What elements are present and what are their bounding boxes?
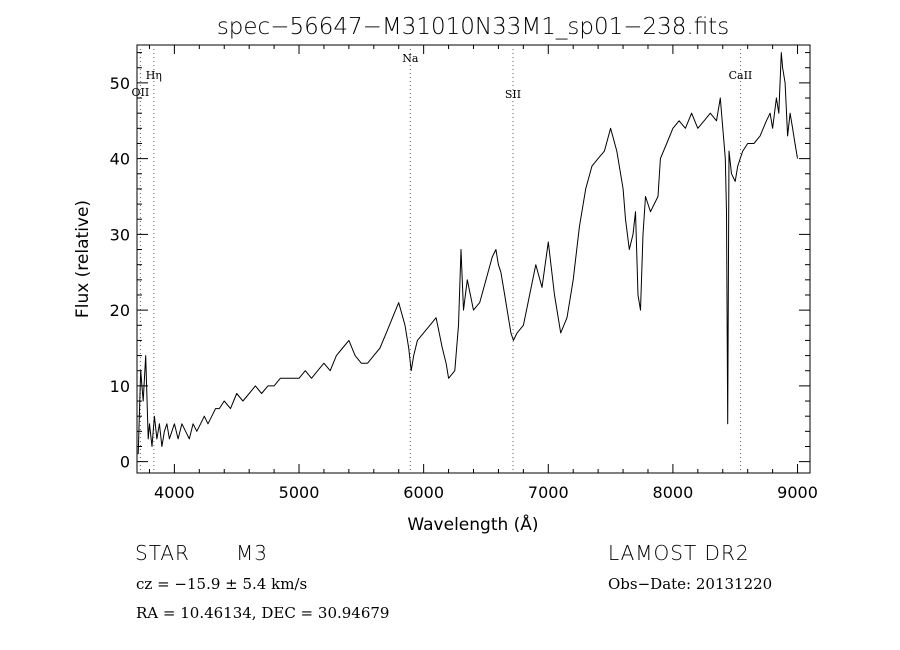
y-tick-label: 10 bbox=[110, 377, 130, 396]
marker-label: Na bbox=[402, 52, 419, 65]
marker-label: CaII bbox=[729, 69, 753, 82]
x-tick-label: 6000 bbox=[403, 483, 444, 502]
plot-frame bbox=[136, 44, 811, 474]
obs-date-readout: Obs−Date: 20131220 bbox=[608, 575, 773, 593]
marker-label: OII bbox=[132, 86, 150, 99]
subclass-label: M3 bbox=[236, 541, 268, 565]
x-tick-label: 5000 bbox=[279, 483, 320, 502]
coordinates-readout: RA = 10.46134, DEC = 30.94679 bbox=[136, 604, 390, 622]
y-tick-label: 0 bbox=[120, 453, 130, 472]
x-tick-label: 7000 bbox=[528, 483, 569, 502]
x-tick-label: 9000 bbox=[777, 483, 818, 502]
object-type-label: STAR bbox=[135, 541, 190, 565]
y-axis-label: Flux (relative) bbox=[73, 200, 93, 318]
x-tick-label: 8000 bbox=[653, 483, 694, 502]
y-tick-label: 20 bbox=[110, 301, 130, 320]
marker-label: Hη bbox=[146, 69, 162, 82]
axis-ticks: 4000 5000 6000 7000 8000 9000 0 10 20 30 40 50 bbox=[110, 45, 818, 502]
y-tick-label: 30 bbox=[110, 225, 130, 244]
survey-label: LAMOST DR2 bbox=[608, 541, 750, 565]
spectrum-line bbox=[137, 52, 798, 455]
x-axis-label: Wavelength (Å) bbox=[407, 513, 538, 535]
chart-title: spec−56647−M31010N33M1_sp01−238.fits bbox=[217, 14, 729, 40]
y-tick-label: 40 bbox=[110, 150, 130, 169]
y-tick-label: 50 bbox=[110, 74, 130, 93]
x-tick-label: 4000 bbox=[154, 483, 195, 502]
marker-label: SII bbox=[505, 88, 521, 101]
line-markers: OII Hη Na SII CaII bbox=[132, 49, 753, 473]
cz-readout: cz = −15.9 ± 5.4 km/s bbox=[136, 575, 308, 593]
